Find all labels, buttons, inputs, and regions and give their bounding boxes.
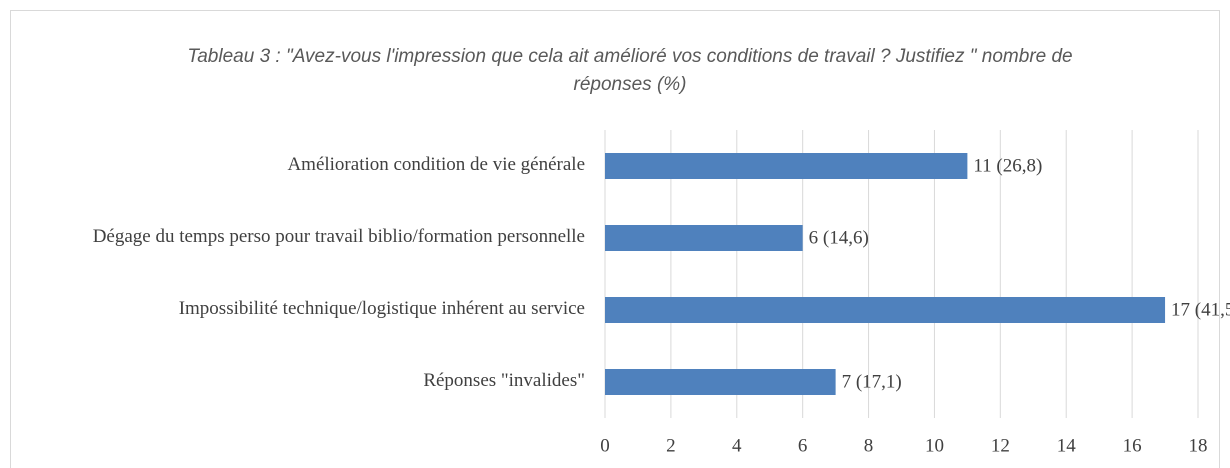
x-tick-label: 8: [864, 435, 874, 456]
x-tick-label: 16: [1123, 435, 1142, 456]
value-label: 6 (14,6): [809, 227, 869, 248]
bar: [605, 153, 968, 179]
y-tick-label: Impossibilité technique/logistique inhér…: [179, 298, 585, 319]
x-tick-label: 0: [600, 435, 610, 456]
value-label: 17 (41,5): [1171, 299, 1230, 320]
y-tick-label: Amélioration condition de vie générale: [287, 154, 585, 175]
bar: [605, 297, 1166, 323]
x-tick-label: 2: [666, 435, 676, 456]
x-tick-label: 12: [991, 435, 1010, 456]
x-tick-label: 10: [925, 435, 944, 456]
chart-title: Tableau 3 : "Avez-vous l'impression que …: [187, 46, 1072, 95]
bar: [605, 225, 803, 251]
bar: [605, 369, 836, 395]
x-tick-label: 4: [732, 435, 742, 456]
x-tick-label: 6: [798, 435, 808, 456]
value-label: 11 (26,8): [973, 155, 1042, 176]
value-label: 7 (17,1): [842, 371, 902, 392]
x-tick-label: 18: [1189, 435, 1208, 456]
y-tick-label: Réponses "invalides": [423, 370, 585, 391]
y-tick-label: Dégage du temps perso pour travail bibli…: [93, 226, 585, 247]
x-tick-label: 14: [1057, 435, 1077, 456]
